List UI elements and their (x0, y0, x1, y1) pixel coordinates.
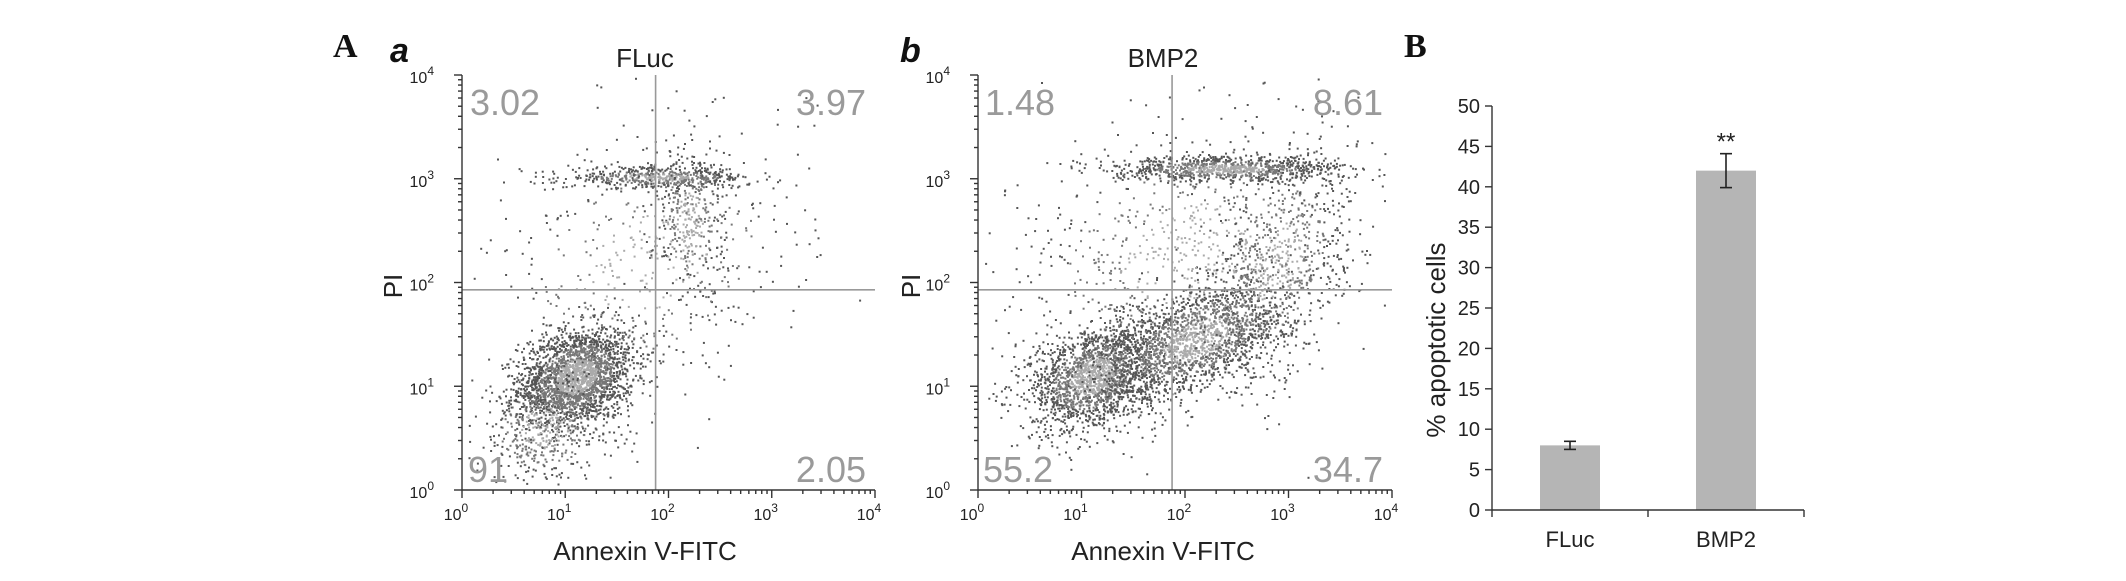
x-axis-title: Annexin V-FITC (553, 536, 737, 566)
y-tick-label: 104 (410, 64, 435, 87)
y-tick-label: 100 (926, 479, 951, 502)
y-axis-title: PI (896, 274, 926, 299)
x-tick-label: 103 (754, 501, 779, 524)
y-tick-label: 25 (1458, 298, 1480, 320)
quadrant-upper-right-value: 3.97 (796, 82, 866, 123)
y-tick-label: 101 (410, 375, 435, 398)
y-tick-label: 0 (1469, 500, 1480, 522)
event-density-cloud (468, 77, 862, 486)
quadrant-lower-right-value: 34.7 (1313, 449, 1383, 490)
tick-exponent: 2 (427, 272, 434, 286)
y-tick-label: 30 (1458, 258, 1480, 280)
event-density-cloud (985, 78, 1387, 479)
x-tick-label: 104 (1374, 501, 1399, 524)
quadrant-upper-left-value: 1.48 (985, 82, 1055, 123)
tick-exponent: 1 (565, 501, 572, 515)
x-axis-title: Annexin V-FITC (1071, 536, 1255, 566)
y-tick-label: 103 (410, 168, 435, 191)
x-tick-label: 103 (1270, 501, 1295, 524)
y-tick-label: 15 (1458, 379, 1480, 401)
tick-exponent: 4 (875, 501, 882, 515)
bar-bmp2 (1696, 170, 1756, 510)
bar-series: ** (1540, 129, 1756, 510)
y-tick-label: 104 (926, 64, 951, 87)
y-tick-label: 40 (1458, 177, 1480, 199)
significance-marker: ** (1717, 129, 1736, 156)
y-tick-label: 100 (410, 479, 435, 502)
x-tick-label: 102 (1167, 501, 1192, 524)
flow-plot-title: FLuc (616, 43, 674, 73)
y-tick-label: 102 (926, 272, 951, 295)
tick-exponent: 3 (1288, 501, 1295, 515)
tick-exponent: 0 (427, 479, 434, 493)
y-tick-label: 10 (1458, 419, 1480, 441)
tick-exponent: 2 (668, 501, 675, 515)
x-tick-label: BMP2 (1696, 527, 1756, 552)
y-tick-label: 50 (1458, 96, 1480, 118)
tick-exponent: 4 (943, 64, 950, 78)
tick-exponent: 0 (462, 501, 469, 515)
tick-exponent: 3 (943, 168, 950, 182)
tick-exponent: 4 (1392, 501, 1399, 515)
y-tick-label: 103 (926, 168, 951, 191)
bar-axes: 0 5 10 15 20 25 30 35 40 45 50 FLuc BMP2 (1458, 96, 1805, 552)
tick-exponent: 3 (427, 168, 434, 182)
y-axis-title: % apoptotic cells (1421, 242, 1451, 437)
y-axis-title: PI (378, 274, 408, 299)
y-tick-label: 5 (1469, 460, 1480, 482)
quadrant-gates (462, 75, 875, 490)
quadrant-gates (978, 75, 1392, 490)
x-tick-label: FLuc (1546, 527, 1595, 552)
x-tick-label: 100 (960, 501, 985, 524)
flow-plot-title: BMP2 (1128, 43, 1199, 73)
quadrant-lower-right-value: 2.05 (796, 449, 866, 490)
y-tick-label: 35 (1458, 217, 1480, 239)
panel-b-letter: B (1404, 28, 1427, 65)
quadrant-lower-left-value: 91 (468, 449, 508, 490)
y-tick-label: 101 (926, 375, 951, 398)
quadrant-lower-left-value: 55.2 (983, 449, 1053, 490)
y-tick-label: 102 (410, 272, 435, 295)
tick-exponent: 0 (978, 501, 985, 515)
bar-chart-apoptotic: ** 0 5 10 15 20 25 30 35 40 45 50 FLuc BMP2 % apopto… (1421, 96, 1805, 552)
x-tick-label: 102 (650, 501, 675, 524)
tick-exponent: 2 (943, 272, 950, 286)
tick-exponent: 3 (771, 501, 778, 515)
panel-a-letter: A (333, 28, 358, 65)
subpanel-b-letter: b (900, 32, 921, 70)
tick-exponent: 0 (943, 479, 950, 493)
tick-exponent: 1 (943, 375, 950, 389)
tick-exponent: 2 (1185, 501, 1192, 515)
y-tick-label: 20 (1458, 338, 1480, 360)
bar-fluc (1540, 445, 1600, 510)
x-tick-label: 101 (547, 501, 572, 524)
tick-exponent: 1 (427, 375, 434, 389)
y-tick-label: 45 (1458, 136, 1480, 158)
quadrant-upper-left-value: 3.02 (470, 82, 540, 123)
x-tick-label: 101 (1063, 501, 1088, 524)
x-tick-label: 104 (857, 501, 882, 524)
subpanel-a-letter: a (390, 32, 409, 70)
tick-exponent: 4 (427, 64, 434, 78)
quadrant-upper-right-value: 8.61 (1313, 82, 1383, 123)
x-tick-label: 100 (444, 501, 469, 524)
tick-exponent: 1 (1081, 501, 1088, 515)
